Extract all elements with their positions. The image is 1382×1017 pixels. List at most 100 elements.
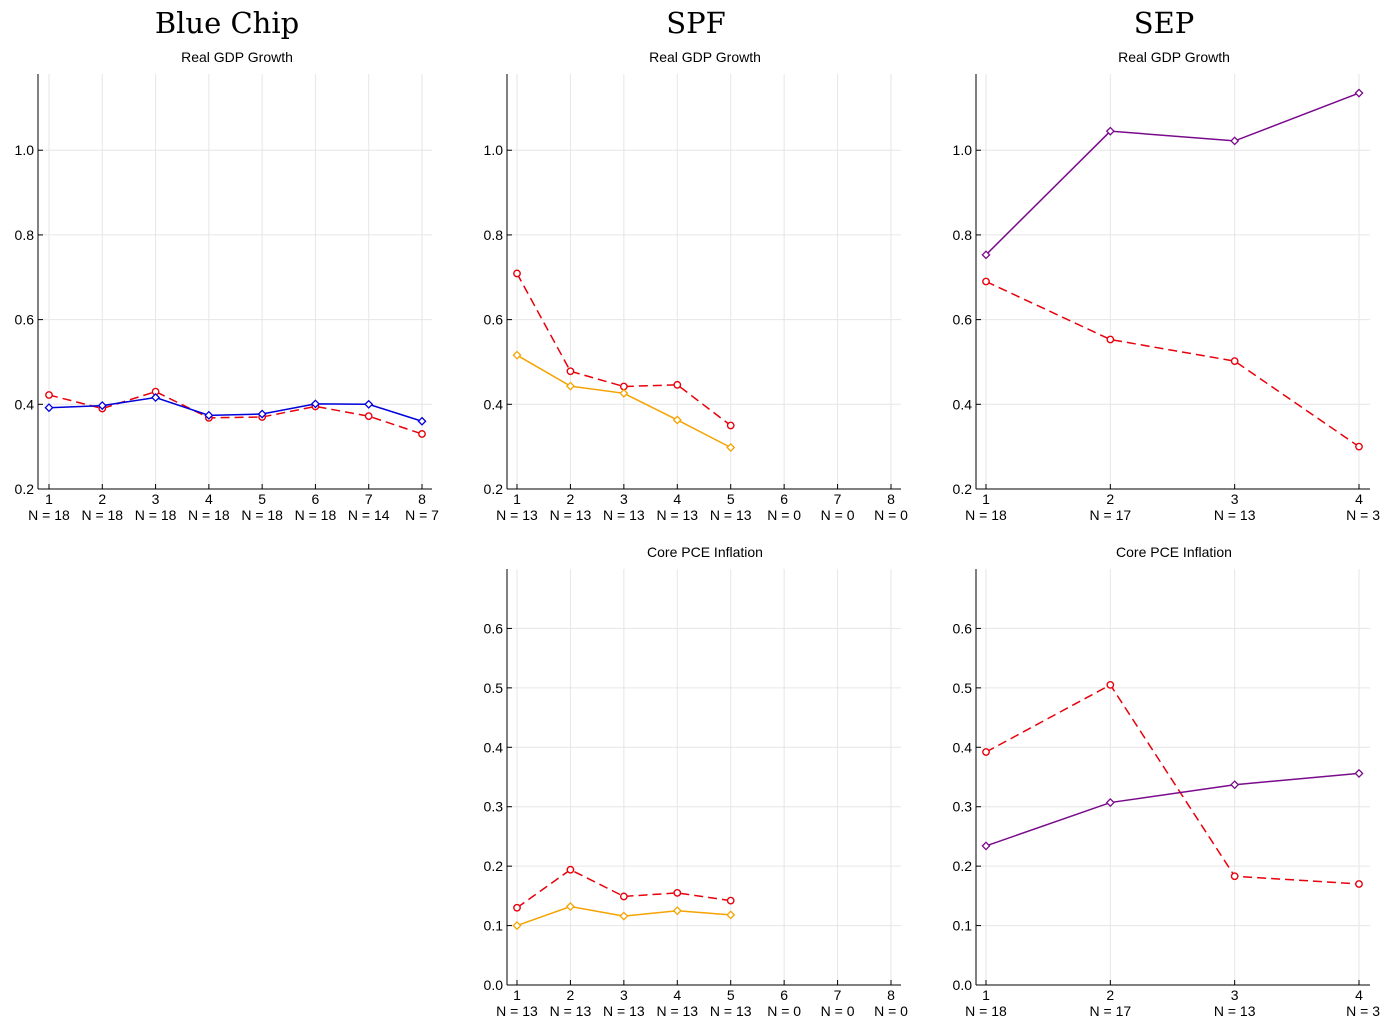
panel-1-series-2-point [257,409,267,419]
panel-2-n-label: N = 13 [710,507,752,523]
panel-2-title: Real GDP Growth [649,49,761,65]
panel-1-series-1-line [48,390,423,435]
panel-4-series-2-point [565,902,575,912]
panel-2-n-label: N = 0 [821,507,855,523]
column-title-blue-chip: Blue Chip [154,6,300,40]
panel-2-ytick-label: 0.4 [484,396,504,412]
panel-1-xtick-label: 3 [152,491,160,507]
panel-5-series-2-point [1230,780,1240,790]
panel-4-ytick-label: 0.6 [484,620,504,636]
panel-2-n-label: N = 13 [603,507,645,523]
panel-5-xtick-label: 3 [1231,987,1239,1003]
panel-1-series-2-point [204,410,214,420]
panel-1-series-1-point [364,412,373,421]
panel-4-n-label: N = 13 [496,1003,538,1017]
panel-5-series-1-line [985,683,1360,885]
panel-3-series-1-point [1230,357,1239,366]
panel-5-series-1-point [1230,872,1239,881]
panel-1-xtick-label: 4 [205,491,213,507]
panel-4-series-2-point [619,911,629,921]
panel-3-n-label: N = 13 [1214,507,1256,523]
panel-2-series-2-point [619,388,629,398]
panel-1-series-2-point [44,403,54,413]
panel-1-series-2-point [364,399,374,409]
panel-4-xtick-label: 7 [834,987,842,1003]
panel-1-ytick-label: 0.6 [15,312,35,328]
panel-1-series-2-point [151,393,161,403]
panel-4-ytick-label: 0.1 [484,918,504,934]
panel-4-n-label: N = 13 [656,1003,698,1017]
panel-2-xtick-label: 6 [780,491,788,507]
panel-3-ytick-label: 0.8 [953,227,973,243]
panel-1-xtick-label: 5 [258,491,266,507]
panel-2-xtick-label: 8 [887,491,895,507]
panel-1-series-2-point [97,401,107,411]
panel-5-series-2-point [981,841,991,851]
panel-3-series-1-line [985,280,1360,448]
panel-5-xtick-label: 4 [1355,987,1363,1003]
panel-2-series-1-point [619,382,628,391]
panel-2-xtick-label: 4 [673,491,681,507]
panel-4-xtick-label: 2 [567,987,575,1003]
panel-4-xtick-label: 3 [620,987,628,1003]
panel-4-series-1-point [513,903,521,912]
panel-4-n-label: N = 0 [874,1003,908,1017]
panel-5-ytick-label: 0.0 [953,977,973,993]
panel-2-n-label: N = 13 [496,507,538,523]
panel-2-series-2-point [672,415,682,425]
panel-3-xtick-label: 1 [982,491,990,507]
panel-4-series-2-point [512,921,522,931]
panel-4-ytick-label: 0.3 [484,799,504,815]
column-title-sep: SEP [1133,6,1195,40]
panel-2-n-label: N = 0 [767,507,801,523]
panel-3-n-label: N = 18 [965,507,1007,523]
panel-2-xtick-label: 1 [513,491,521,507]
panel-4-series-1-point [726,896,735,905]
panel-5-series-1-point [982,748,990,756]
panel-1-n-label: N = 18 [135,507,177,523]
panel-3-xtick-label: 2 [1106,491,1114,507]
panel-4-series-2-point [726,910,736,920]
panel-5-series-2-line [985,772,1360,847]
panel-1-n-label: N = 18 [295,507,337,523]
panel-5-n-label: N = 17 [1090,1003,1132,1017]
panel-3-series-2-point [1105,126,1115,136]
panel-3-series-2-point [981,250,991,260]
panel-5-ytick-label: 0.1 [953,918,973,934]
panel-4-xtick-label: 8 [887,987,895,1003]
panel-2-n-label: N = 13 [656,507,698,523]
panel-2-ytick-label: 0.6 [484,312,504,328]
panel-2-xtick-label: 2 [567,491,575,507]
panel-1-n-label: N = 18 [188,507,230,523]
panel-4-series-2-point [672,906,682,916]
panel-2-series-1-point [566,367,575,376]
panel-3-title: Real GDP Growth [1118,49,1230,65]
panel-4-xtick-label: 1 [513,987,521,1003]
panel-4-xtick-label: 5 [727,987,735,1003]
panel-4-ytick-label: 0.5 [484,680,504,696]
panel-5-ytick-label: 0.6 [953,620,973,636]
panel-2-series-1-line [516,273,732,427]
panel-1-ytick-label: 1.0 [15,142,35,158]
panel-1-n-label: N = 18 [81,507,123,523]
panel-4-xtick-label: 4 [673,987,681,1003]
panel-2-xtick-label: 5 [727,491,735,507]
panel-1-series-2-line [48,396,423,422]
panel-1-xtick-label: 6 [312,491,320,507]
panel-4-ytick-label: 0.4 [484,739,504,755]
panel-4-xtick-label: 6 [780,987,788,1003]
panel-2-ytick-label: 0.8 [484,227,504,243]
panel-2-n-label: N = 13 [550,507,592,523]
panel-3-series-2-line [985,92,1360,256]
panel-2-n-label: N = 0 [874,507,908,523]
panel-4-n-label: N = 13 [710,1003,752,1017]
panel-3-series-1-point [1106,335,1115,344]
panel-3-series-1-point [1355,442,1363,451]
panel-3-ytick-label: 0.2 [953,481,973,497]
panel-1-n-label: N = 18 [241,507,283,523]
panel-1-n-label: N = 18 [28,507,70,523]
panel-4-series-1-point [566,865,575,874]
panel-5-series-2-point [1354,768,1364,778]
panel-1-n-label: N = 14 [348,507,390,523]
